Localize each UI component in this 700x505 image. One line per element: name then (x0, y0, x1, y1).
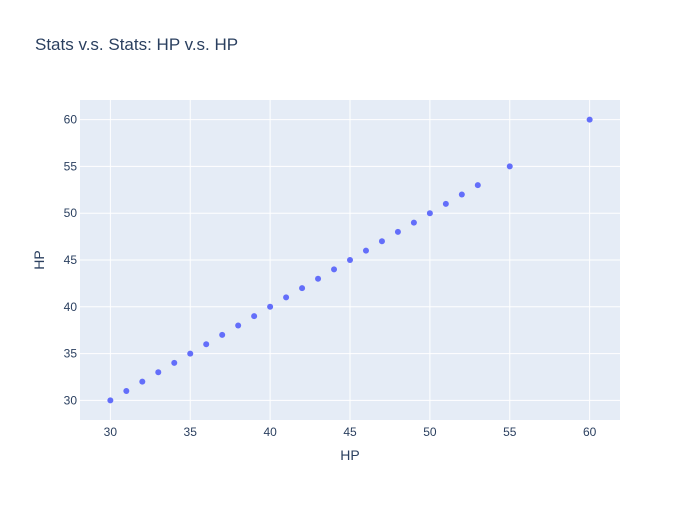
data-point[interactable] (187, 350, 194, 357)
x-tick-label: 55 (503, 425, 517, 439)
y-tick-label: 50 (64, 206, 78, 220)
data-point[interactable] (235, 322, 242, 329)
y-tick-label: 40 (64, 300, 78, 314)
data-point[interactable] (123, 387, 130, 394)
data-point[interactable] (474, 182, 481, 189)
data-point[interactable] (426, 210, 433, 217)
x-tick-label: 40 (263, 425, 277, 439)
data-point[interactable] (586, 116, 593, 123)
y-tick-label: 30 (64, 393, 78, 407)
x-tick-label: 30 (104, 425, 118, 439)
x-tick-label: 60 (583, 425, 597, 439)
data-point[interactable] (442, 200, 449, 207)
data-points (107, 116, 593, 404)
data-point[interactable] (139, 378, 146, 385)
y-tick-label: 35 (64, 347, 78, 361)
x-tick-label: 35 (184, 425, 198, 439)
y-tick-label: 55 (64, 159, 78, 173)
data-point[interactable] (107, 397, 114, 404)
data-point[interactable] (410, 219, 417, 226)
x-axis-tick-labels: 30 35 40 45 50 55 60 (104, 425, 597, 439)
data-point[interactable] (378, 238, 385, 245)
data-point[interactable] (394, 228, 401, 235)
data-point[interactable] (267, 303, 274, 310)
y-tick-label: 60 (64, 113, 78, 127)
data-point[interactable] (315, 275, 322, 282)
x-axis-label: HP (340, 447, 359, 463)
y-axis-label: HP (31, 250, 47, 269)
data-point[interactable] (219, 331, 226, 338)
data-point[interactable] (283, 294, 290, 301)
x-tick-label: 45 (343, 425, 357, 439)
data-point[interactable] (362, 247, 369, 254)
data-point[interactable] (171, 359, 178, 366)
data-point[interactable] (203, 341, 210, 348)
y-axis-tick-labels: 30 35 40 45 50 55 60 (64, 113, 78, 408)
data-point[interactable] (155, 369, 162, 376)
data-point[interactable] (251, 313, 258, 320)
data-point[interactable] (347, 257, 353, 263)
data-point[interactable] (506, 163, 513, 170)
y-tick-label: 45 (64, 253, 78, 267)
data-point[interactable] (458, 191, 465, 198)
data-point[interactable] (331, 266, 338, 273)
chart-title: Stats v.s. Stats: HP v.s. HP (35, 35, 238, 54)
data-point[interactable] (299, 285, 306, 292)
x-tick-label: 50 (423, 425, 437, 439)
